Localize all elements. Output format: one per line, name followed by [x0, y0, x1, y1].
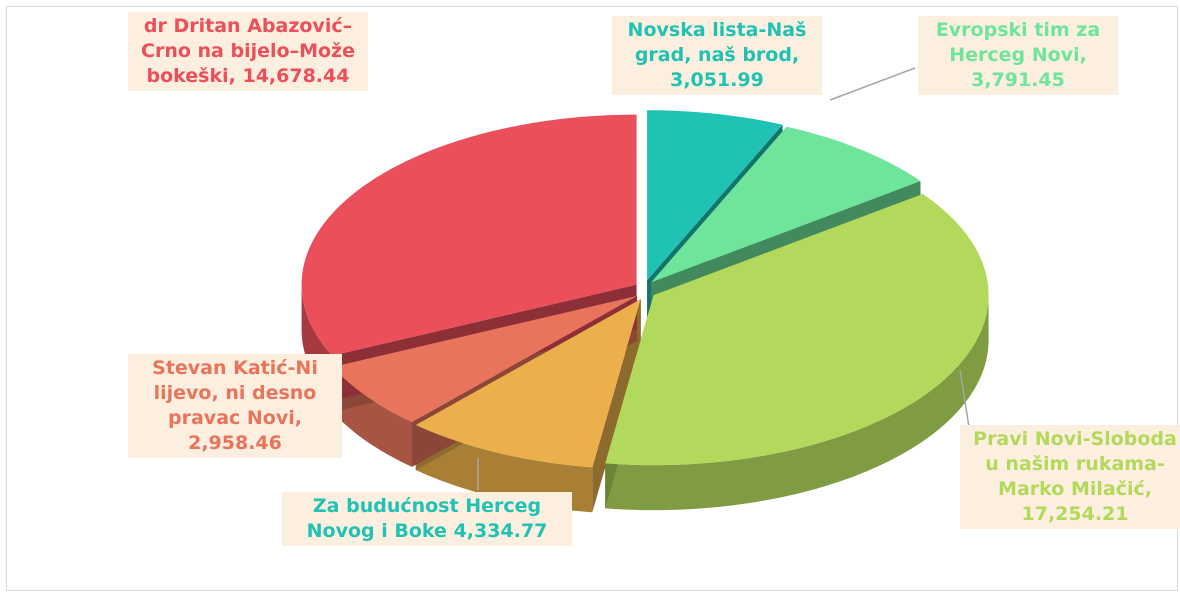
- label-value: 17,254.21: [1021, 503, 1129, 525]
- slice: [415, 299, 641, 468]
- label-category: Za budućnost Herceg Novog i Boke: [306, 495, 542, 542]
- label-value: 3,791.45: [971, 69, 1065, 91]
- slice-side: [605, 295, 989, 511]
- slice: [647, 110, 783, 281]
- label-category: Evropski tim za Herceg Novi,: [935, 19, 1101, 66]
- label-value: 3,051.99: [670, 69, 764, 91]
- label-category: Novska lista-Naš grad, naš brod,: [627, 19, 807, 66]
- leader-line: [829, 67, 916, 101]
- label-value: 2,958.46: [188, 432, 282, 454]
- data-label: Pravi Novi-Sloboda u našim rukama-Marko …: [960, 425, 1180, 529]
- label-category: Pravi Novi-Sloboda u našim rukama-Marko …: [973, 428, 1177, 500]
- label-value: 4,334.77: [453, 520, 548, 542]
- data-label: dr Dritan Abazović–Crno na bijelo–Može b…: [128, 12, 368, 91]
- slice: [605, 193, 989, 466]
- slice-cut: [592, 299, 641, 513]
- chart-frame: [6, 6, 1178, 591]
- slice-side: [415, 425, 593, 513]
- slice: [651, 126, 921, 283]
- slice: [301, 114, 637, 356]
- label-category: dr Dritan Abazović–Crno na bijelo–Može b…: [141, 15, 355, 87]
- label-category: Stevan Katić-Ni lijevo, ni desno pravac …: [152, 357, 318, 429]
- data-label: Stevan Katić-Ni lijevo, ni desno pravac …: [128, 354, 342, 458]
- slice: [332, 295, 637, 422]
- data-label: Novska lista-Naš grad, naš brod, 3,051.9…: [612, 16, 822, 95]
- label-value: 14,678.44: [242, 65, 350, 87]
- data-label: Evropski tim za Herceg Novi, 3,791.45: [918, 16, 1118, 95]
- data-label: Za budućnost Herceg Novog i Boke 4,334.7…: [282, 492, 572, 546]
